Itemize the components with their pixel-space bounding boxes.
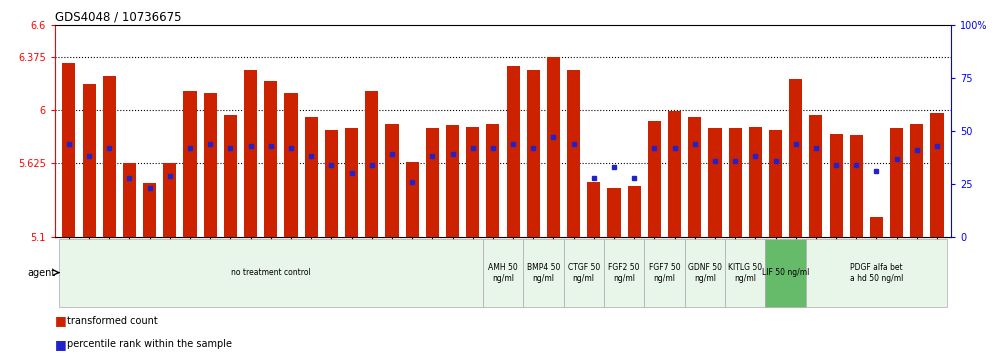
Bar [729, 128, 742, 237]
Bar [325, 130, 338, 237]
Bar [285, 93, 298, 237]
Bar [366, 91, 378, 237]
Bar [769, 130, 782, 237]
Bar [564, 239, 604, 307]
Bar [345, 128, 359, 237]
Text: FGF2 50
ng/ml: FGF2 50 ng/ml [609, 263, 639, 282]
Bar [588, 182, 601, 237]
Bar [103, 76, 116, 237]
Bar [890, 128, 903, 237]
Bar [627, 186, 640, 237]
Bar [604, 239, 644, 307]
Text: percentile rank within the sample: percentile rank within the sample [68, 339, 232, 349]
Text: CTGF 50
ng/ml: CTGF 50 ng/ml [568, 263, 600, 282]
Bar [567, 70, 581, 237]
Text: transformed count: transformed count [68, 316, 158, 326]
Bar [224, 115, 237, 237]
Text: BMP4 50
ng/ml: BMP4 50 ng/ml [527, 263, 560, 282]
Text: ■: ■ [55, 338, 67, 350]
Bar [143, 183, 156, 237]
Bar [668, 111, 681, 237]
Bar [688, 117, 701, 237]
Bar [644, 239, 684, 307]
Text: GDS4048 / 10736675: GDS4048 / 10736675 [55, 11, 181, 24]
Bar [870, 217, 883, 237]
Bar [385, 124, 398, 237]
Bar [446, 125, 459, 237]
Bar [244, 70, 257, 237]
Bar [527, 70, 540, 237]
Bar [725, 239, 766, 307]
Bar [405, 162, 418, 237]
Text: ■: ■ [55, 314, 67, 327]
Text: PDGF alfa bet
a hd 50 ng/ml: PDGF alfa bet a hd 50 ng/ml [850, 263, 903, 282]
Bar [483, 239, 523, 307]
Text: FGF7 50
ng/ml: FGF7 50 ng/ml [648, 263, 680, 282]
Bar [486, 124, 499, 237]
Bar [547, 57, 560, 237]
Bar [910, 124, 923, 237]
Bar [850, 135, 863, 237]
Bar [830, 134, 843, 237]
Text: LIF 50 ng/ml: LIF 50 ng/ml [762, 268, 810, 277]
Bar [608, 188, 621, 237]
Bar [203, 93, 217, 237]
Bar [305, 117, 318, 237]
Bar [264, 81, 277, 237]
Bar [789, 79, 803, 237]
Bar [163, 163, 176, 237]
Bar [123, 163, 136, 237]
Text: no treatment control: no treatment control [231, 268, 311, 277]
Bar [749, 127, 762, 237]
Bar [766, 239, 806, 307]
Text: agent: agent [27, 268, 55, 278]
Text: GDNF 50
ng/ml: GDNF 50 ng/ml [688, 263, 722, 282]
Bar [83, 84, 96, 237]
Text: KITLG 50
ng/ml: KITLG 50 ng/ml [728, 263, 762, 282]
Bar [806, 239, 947, 307]
Bar [59, 239, 483, 307]
Bar [930, 113, 943, 237]
Bar [183, 91, 196, 237]
Text: AMH 50
ng/ml: AMH 50 ng/ml [488, 263, 518, 282]
Bar [810, 115, 823, 237]
Bar [466, 127, 479, 237]
Bar [684, 239, 725, 307]
Bar [425, 128, 439, 237]
Bar [63, 63, 76, 237]
Bar [708, 128, 721, 237]
Bar [523, 239, 564, 307]
Bar [647, 121, 661, 237]
Bar [507, 66, 520, 237]
